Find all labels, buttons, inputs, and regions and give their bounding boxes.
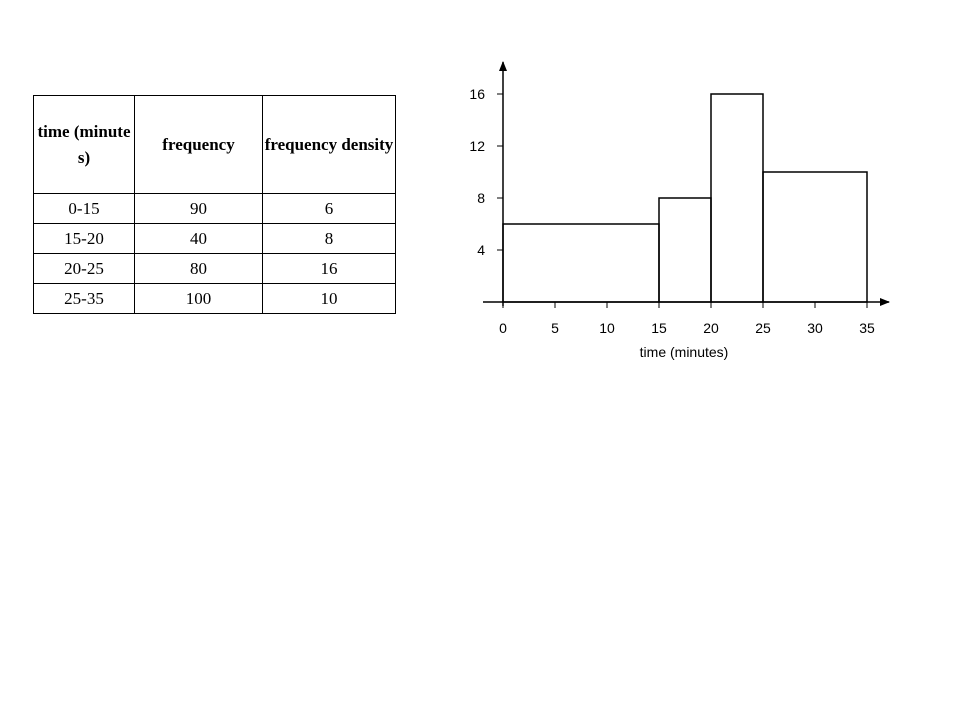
y-tick-label-3: 16: [469, 86, 485, 102]
table-row: 20-25 80 16: [33, 253, 396, 284]
x-tick-label-3: 15: [651, 320, 667, 336]
axis-ticks: 0 5 10 15 20 25 30 35 4 8 12 16: [469, 86, 875, 336]
histogram-bar-3: [762, 171, 868, 303]
table-header-row: time (minutes) frequency frequency densi…: [33, 95, 396, 194]
cell-time: 0-15: [33, 193, 135, 224]
cell-time: 25-35: [33, 283, 135, 314]
x-tick-label-1: 5: [551, 320, 559, 336]
header-frequency-density: frequency density: [262, 95, 396, 194]
y-tick-label-2: 12: [469, 138, 485, 154]
cell-density: 16: [262, 253, 396, 284]
x-tick-label-4: 20: [703, 320, 719, 336]
cell-frequency: 100: [134, 283, 263, 314]
histogram-bar-2: [710, 93, 764, 303]
y-tick-label-0: 4: [477, 242, 485, 258]
y-tick-label-1: 8: [477, 190, 485, 206]
x-tick-label-7: 35: [859, 320, 875, 336]
frequency-table: time (minutes) frequency frequency densi…: [33, 95, 396, 314]
table-row: 25-35 100 10: [33, 283, 396, 314]
histogram-bars: [502, 93, 868, 303]
table-row: 0-15 90 6: [33, 193, 396, 224]
x-tick-label-0: 0: [499, 320, 507, 336]
table-row: 15-20 40 8: [33, 223, 396, 254]
cell-time: 20-25: [33, 253, 135, 284]
header-time: time (minutes): [33, 95, 135, 194]
histogram-bar-0: [502, 223, 660, 303]
x-tick-label-5: 25: [755, 320, 771, 336]
header-frequency: frequency: [134, 95, 263, 194]
histogram-bar-1: [658, 197, 712, 303]
x-tick-label-6: 30: [807, 320, 823, 336]
cell-density: 10: [262, 283, 396, 314]
x-tick-label-2: 10: [599, 320, 615, 336]
x-axis-title: time (minutes): [640, 344, 729, 360]
cell-frequency: 40: [134, 223, 263, 254]
cell-time: 15-20: [33, 223, 135, 254]
